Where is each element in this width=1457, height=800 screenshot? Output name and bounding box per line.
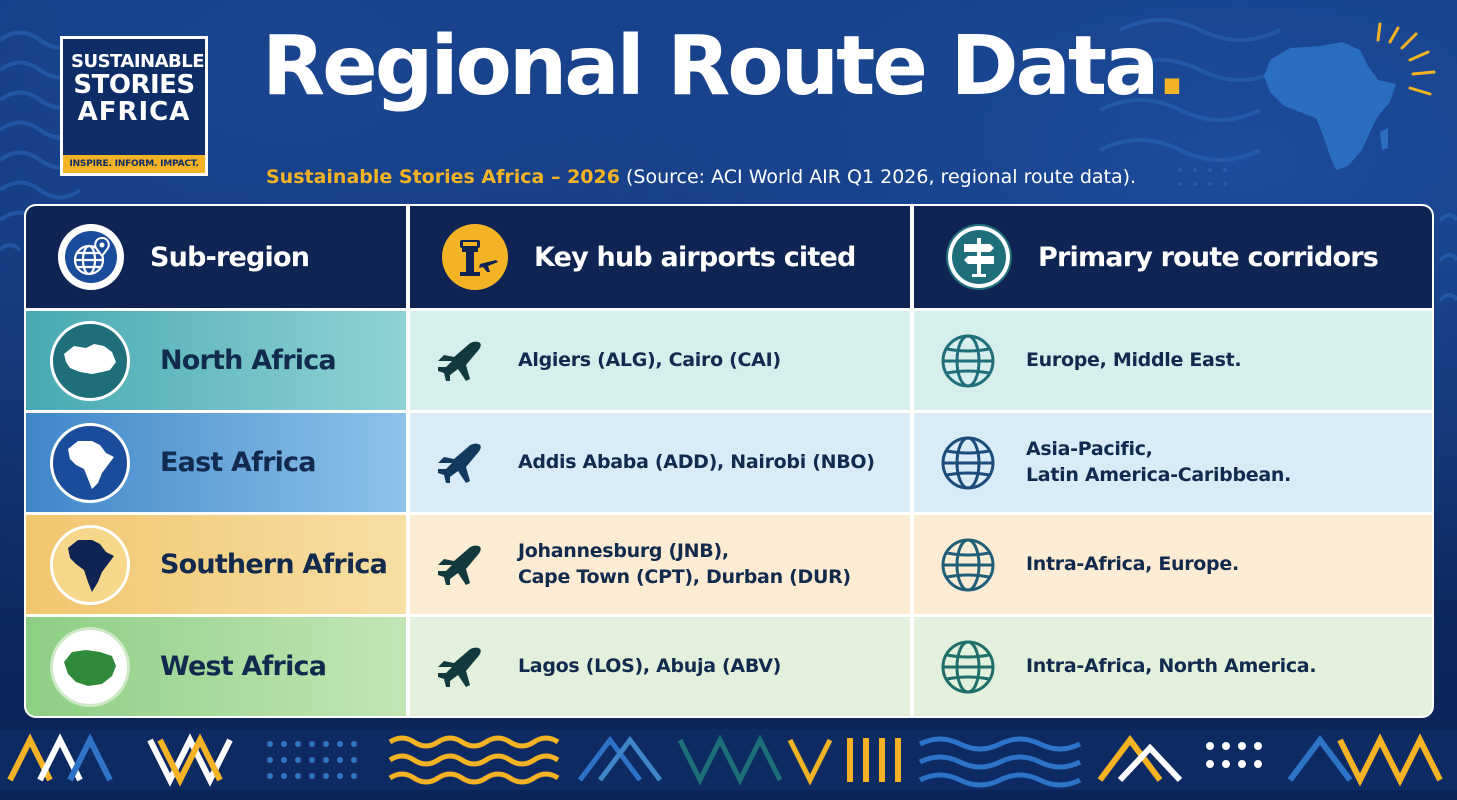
globe-icon — [941, 436, 995, 489]
column-header-primary-route-corridors: Primary route corridors — [914, 206, 1432, 308]
page-title: Regional Route Data. — [262, 26, 1188, 108]
region-name: Southern Africa — [160, 549, 388, 580]
southern-africa-map-icon — [50, 524, 130, 605]
airports-line: Algiers (ALG), Cairo (CAI) — [518, 348, 781, 371]
logo-line-2: STORIES — [73, 69, 195, 100]
logo-tagline: INSPIRE. INFORM. IMPACT. — [63, 155, 205, 173]
corridors-line: Asia-Pacific, — [1026, 437, 1153, 460]
airplane-icon — [438, 647, 481, 687]
table-header: Sub-region Key hub airports cited — [26, 206, 1432, 308]
airplane-icon — [438, 443, 481, 483]
footer-pattern — [0, 730, 1457, 790]
corridors-text: Asia-Pacific, Latin America-Caribbean. — [1026, 437, 1291, 488]
airports-cell: Johannesburg (JNB), Cape Town (CPT), Dur… — [410, 515, 914, 614]
corridors-line: Latin America-Caribbean. — [1026, 463, 1292, 486]
region-name: East Africa — [160, 447, 316, 478]
airports-text: Addis Ababa (ADD), Nairobi (NBO) — [518, 450, 875, 476]
corridors-text: Europe, Middle East. — [1026, 348, 1242, 374]
region-cell: East Africa — [26, 413, 410, 512]
corridors-cell: Europe, Middle East. — [914, 311, 1432, 410]
airports-line: Addis Ababa (ADD), Nairobi (NBO) — [518, 450, 875, 473]
column-header-label: Key hub airports cited — [534, 241, 856, 273]
route-data-table: Sub-region Key hub airports cited — [24, 204, 1434, 718]
corridors-line: Intra-Africa, Europe. — [1026, 552, 1239, 575]
globe-icon — [941, 538, 995, 591]
airports-text: Lagos (LOS), Abuja (ABV) — [518, 654, 781, 680]
control-tower-icon — [442, 224, 508, 290]
title-dot: . — [1156, 19, 1187, 114]
logo-line-3: AFRICA — [77, 97, 191, 128]
globe-icon — [941, 334, 995, 387]
subtitle-brand: Sustainable Stories Africa – 2026 — [266, 166, 620, 188]
column-header-label: Primary route corridors — [1038, 241, 1379, 273]
subtitle-source: (Source: ACI World AIR Q1 2026, regional… — [626, 166, 1137, 188]
corridors-cell: Intra-Africa, Europe. — [914, 515, 1432, 614]
title-text: Regional Route Data — [262, 19, 1159, 114]
region-cell: North Africa — [26, 311, 410, 410]
region-cell: Southern Africa — [26, 515, 410, 614]
region-cell: West Africa — [26, 617, 410, 716]
brand-logo: SUSTAINABLE STORIES AFRICA INSPIRE. INFO… — [60, 36, 208, 176]
region-name: North Africa — [160, 345, 337, 376]
table-row: East Africa Addis Ababa (ADD), Nairobi (… — [26, 410, 1432, 512]
logo-line-1: SUSTAINABLE — [71, 51, 205, 72]
airports-line: Cape Town (CPT), Durban (DUR) — [518, 565, 851, 588]
table-row: West Africa Lagos (LOS), Abuja (ABV) — [26, 614, 1432, 716]
airports-text: Johannesburg (JNB), Cape Town (CPT), Dur… — [518, 539, 851, 590]
column-header-sub-region: Sub-region — [26, 206, 410, 308]
logo-wordmark: SUSTAINABLE STORIES AFRICA — [63, 39, 205, 126]
page-subtitle: Sustainable Stories Africa – 2026 (Sourc… — [266, 166, 1136, 188]
corridors-text: Intra-Africa, Europe. — [1026, 552, 1239, 578]
airplane-icon — [438, 545, 481, 585]
table-row: Southern Africa Johannesburg (JNB), Cape… — [26, 512, 1432, 614]
globe-pin-icon — [58, 224, 124, 290]
corridors-text: Intra-Africa, North America. — [1026, 654, 1317, 680]
region-name: West Africa — [160, 651, 327, 682]
table-row: North Africa Algiers (ALG), Cairo (CAI) — [26, 308, 1432, 410]
africa-map-icon — [1264, 22, 1436, 170]
signpost-icon — [946, 224, 1012, 290]
corridors-cell: Asia-Pacific, Latin America-Caribbean. — [914, 413, 1432, 512]
corridors-cell: Intra-Africa, North America. — [914, 617, 1432, 716]
airports-cell: Lagos (LOS), Abuja (ABV) — [410, 617, 914, 716]
airports-cell: Addis Ababa (ADD), Nairobi (NBO) — [410, 413, 914, 512]
airports-line: Lagos (LOS), Abuja (ABV) — [518, 654, 782, 677]
globe-icon — [941, 640, 995, 693]
airports-line: Johannesburg (JNB), — [518, 539, 729, 562]
airports-text: Algiers (ALG), Cairo (CAI) — [518, 348, 781, 374]
airports-cell: Algiers (ALG), Cairo (CAI) — [410, 311, 914, 410]
column-header-key-hub-airports: Key hub airports cited — [410, 206, 914, 308]
east-africa-map-icon — [50, 422, 130, 503]
west-africa-map-icon — [50, 626, 130, 707]
north-africa-map-icon — [50, 320, 130, 401]
column-header-label: Sub-region — [150, 241, 310, 273]
corridors-line: Europe, Middle East. — [1026, 348, 1242, 371]
airplane-icon — [438, 341, 481, 381]
corridors-line: Intra-Africa, North America. — [1026, 654, 1317, 677]
